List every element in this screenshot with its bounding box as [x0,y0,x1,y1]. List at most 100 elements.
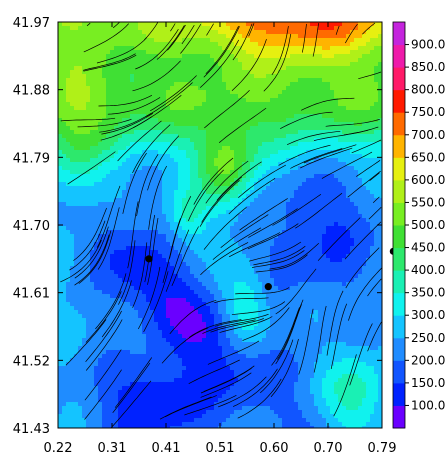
field-cell [370,58,375,63]
field-cell [278,106,283,111]
field-cell [94,226,99,231]
field-cell [62,266,67,271]
field-cell [254,30,259,35]
field-cell [230,214,235,219]
field-cell [186,234,191,239]
field-cell [62,178,67,183]
field-cell [222,66,227,71]
field-cell [150,134,155,139]
field-cell [266,102,271,107]
field-cell [286,90,291,95]
field-cell [110,242,115,247]
field-cell [358,194,363,199]
field-cell [314,162,319,167]
field-cell [82,118,87,123]
field-cell [194,170,199,175]
field-cell [310,114,315,119]
field-cell [74,74,79,79]
field-cell [282,110,287,115]
field-cell [238,242,243,247]
field-cell [182,22,187,27]
field-cell [370,38,375,43]
field-cell [222,22,227,27]
field-cell [274,114,279,119]
field-cell [134,58,139,63]
field-cell [198,98,203,103]
field-cell [138,74,143,79]
field-cell [266,150,271,155]
field-cell [314,66,319,71]
field-cell [146,238,151,243]
field-cell [214,46,219,51]
field-cell [314,178,319,183]
field-cell [66,202,71,207]
field-cell [214,74,219,79]
field-cell [354,26,359,31]
field-cell [326,70,331,75]
field-cell [282,118,287,123]
field-cell [214,146,219,151]
field-cell [330,54,335,59]
field-cell [74,90,79,95]
field-cell [146,86,151,91]
field-cell [178,210,183,215]
field-cell [102,202,107,207]
field-cell [74,226,79,231]
field-cell [214,230,219,235]
field-cell [234,262,239,267]
field-cell [138,162,143,167]
field-cell [62,126,67,131]
field-cell [322,146,327,151]
field-cell [350,226,355,231]
field-cell [218,38,223,43]
field-cell [162,250,167,255]
field-cell [342,206,347,211]
field-cell [254,158,259,163]
field-cell [194,214,199,219]
field-cell [114,170,119,175]
field-cell [90,254,95,259]
field-cell [194,86,199,91]
field-cell [274,210,279,215]
field-cell [242,202,247,207]
field-cell [306,150,311,155]
field-cell [262,90,267,95]
field-cell [90,190,95,195]
field-cell [150,54,155,59]
field-cell [186,126,191,131]
field-cell [262,66,267,71]
field-cell [82,178,87,183]
field-cell [182,190,187,195]
field-cell [146,226,151,231]
field-cell [174,122,179,127]
field-cell [150,34,155,39]
field-cell [182,26,187,31]
field-cell [150,30,155,35]
field-cell [330,42,335,47]
field-cell [202,118,207,123]
field-cell [286,178,291,183]
field-cell [230,202,235,207]
field-cell [202,62,207,67]
field-cell [114,66,119,71]
field-cell [378,210,382,215]
field-cell [190,70,195,75]
field-cell [154,26,159,31]
field-cell [226,210,231,215]
field-cell [114,110,119,115]
field-cell [58,34,63,39]
field-cell [374,90,379,95]
field-cell [306,154,311,159]
field-cell [338,182,343,187]
field-cell [278,62,283,67]
field-cell [318,222,323,227]
field-cell [166,54,171,59]
field-cell [154,126,159,131]
field-cell [330,70,335,75]
field-cell [74,102,79,107]
field-cell [366,262,371,267]
field-cell [322,98,327,103]
field-cell [70,258,75,263]
field-cell [94,82,99,87]
field-cell [358,186,363,191]
